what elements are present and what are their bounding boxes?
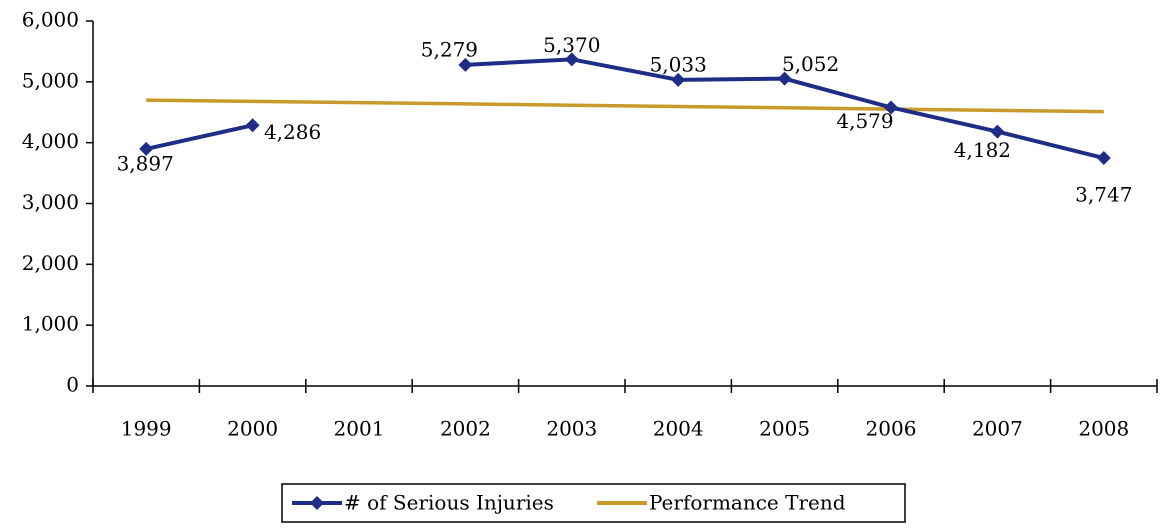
value-label: 4,579: [836, 109, 893, 133]
y-tick-label: 6,000: [22, 8, 79, 32]
x-tick-label: 2008: [1078, 417, 1129, 441]
y-tick-label: 5,000: [22, 68, 79, 92]
marker: [139, 141, 154, 156]
value-label: 5,279: [421, 37, 478, 61]
marker: [777, 71, 792, 86]
y-tick-label: 1,000: [22, 312, 79, 336]
value-label: 5,052: [782, 52, 839, 76]
legend-marker: [310, 496, 324, 510]
value-label: 3,747: [1075, 183, 1132, 207]
marker: [458, 57, 473, 72]
y-tick-label: 4,000: [22, 129, 79, 153]
x-tick-label: 2002: [440, 417, 491, 441]
x-tick-label: 2006: [866, 417, 917, 441]
x-tick-label: 2004: [653, 417, 704, 441]
y-tick-label: 0: [66, 373, 79, 397]
marker: [990, 124, 1005, 139]
x-tick-label: 2003: [546, 417, 597, 441]
legend-box: [281, 483, 906, 523]
series-line: [146, 98, 1104, 114]
marker: [1096, 151, 1111, 166]
x-tick-label: 2007: [972, 417, 1023, 441]
value-label: 3,897: [117, 151, 174, 175]
value-label: 4,182: [954, 138, 1011, 162]
value-label: 5,033: [650, 52, 707, 76]
x-tick-label: 2000: [227, 417, 278, 441]
value-label: 4,286: [264, 120, 321, 144]
x-tick-label: 2005: [759, 417, 810, 441]
marker: [245, 118, 260, 133]
x-tick-label: 2001: [334, 417, 385, 441]
y-tick-label: 3,000: [22, 190, 79, 214]
marker: [564, 52, 579, 67]
legend-label: # of Serious Injuries: [344, 491, 554, 515]
legend-label: Performance Trend: [649, 491, 846, 515]
marker: [671, 72, 686, 87]
marker: [884, 100, 898, 115]
x-tick-label: 1999: [121, 417, 172, 441]
value-label: 5,370: [543, 33, 600, 57]
y-tick-label: 2,000: [22, 251, 79, 275]
